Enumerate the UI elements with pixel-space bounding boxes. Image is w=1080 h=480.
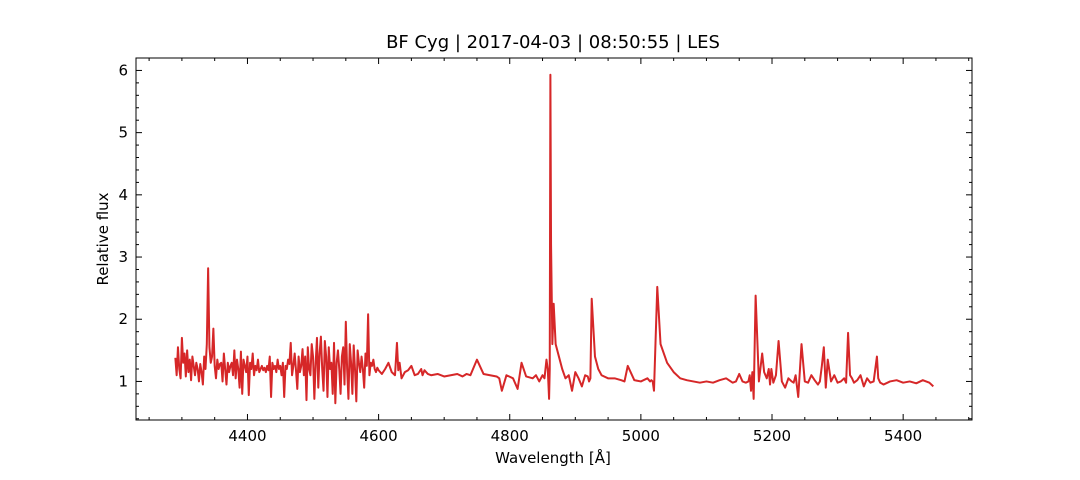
plot-area (174, 73, 934, 405)
spectrum-series-line (174, 73, 934, 405)
y-tick-label: 1 (118, 372, 128, 390)
x-tick-label: 4600 (360, 427, 398, 445)
y-tick-label: 6 (118, 61, 128, 79)
axes: 4400 4600 4800 5000 5200 5400 1 2 3 4 5 6 (118, 57, 973, 445)
x-tick-label: 4400 (228, 427, 266, 445)
y-tick-label: 5 (118, 124, 128, 142)
x-tick-label: 4800 (491, 427, 529, 445)
y-tick-label: 3 (118, 248, 128, 266)
plot-frame (135, 57, 973, 421)
y-tick-label: 4 (118, 186, 128, 204)
chart-title: BF Cyg | 2017-04-03 | 08:50:55 | LES (386, 32, 720, 53)
x-tick-label: 5000 (622, 427, 660, 445)
x-axis-label: Wavelength [Å] (495, 448, 611, 467)
y-tick-label: 2 (118, 310, 128, 328)
y-axis-label: Relative flux (94, 192, 112, 285)
x-tick-label: 5200 (753, 427, 791, 445)
x-tick-label: 5400 (884, 427, 922, 445)
